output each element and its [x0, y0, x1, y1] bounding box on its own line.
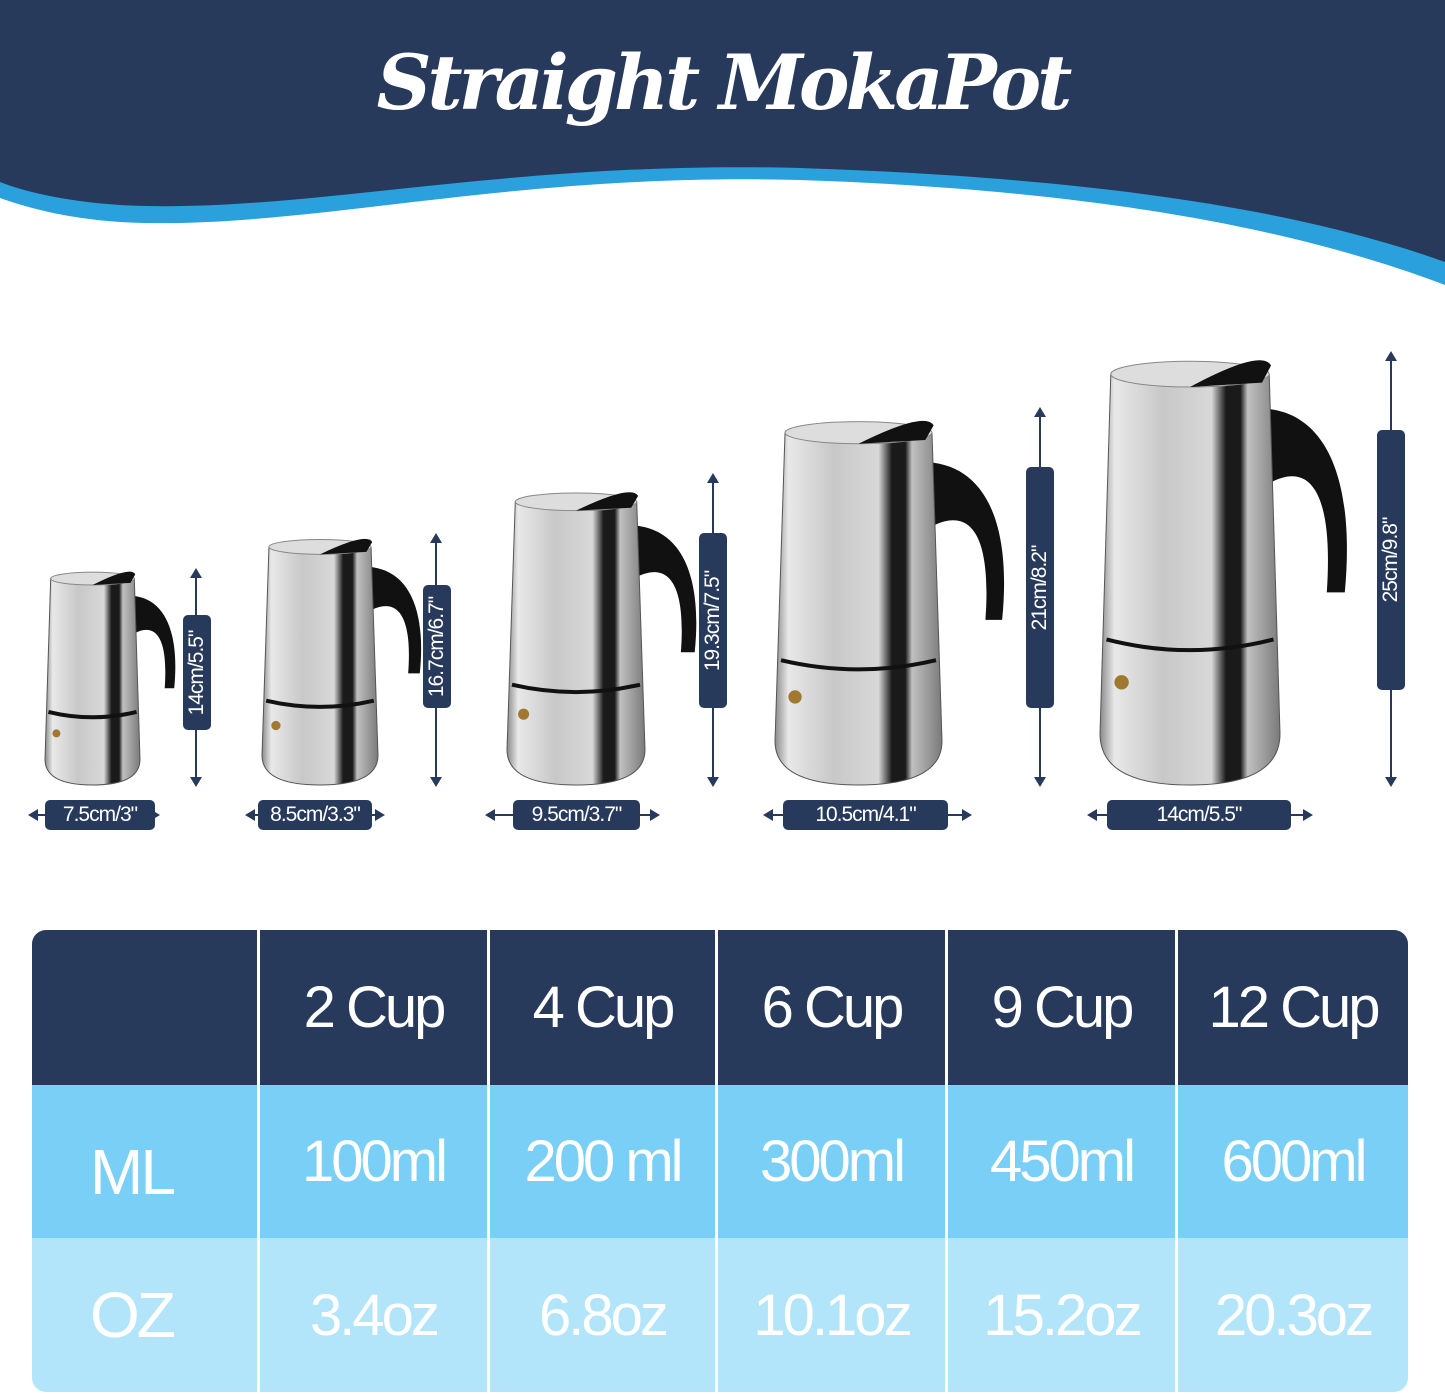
arrow-right-icon	[1303, 809, 1313, 821]
header-banner: Straight MokaPot	[0, 0, 1445, 300]
height-label-pill: 16.7cm/6.7"	[423, 585, 451, 708]
table-header-cell: 12 Cup	[1178, 930, 1408, 1085]
table-cell: 3.4oz	[260, 1238, 490, 1392]
pot-lid-knob	[858, 420, 934, 444]
width-label: 14cm/5.5"	[1107, 800, 1291, 830]
capacity-table: 2 Cup 4 Cup 6 Cup 9 Cup 12 Cup ML 100ml 200 ml 3…	[32, 930, 1408, 1392]
arrow-up-icon	[190, 568, 202, 578]
arrow-left-icon	[1087, 809, 1097, 821]
arrow-down-icon	[430, 777, 442, 787]
arrow-right-icon	[962, 809, 972, 821]
height-label-pill: 21cm/8.2"	[1026, 467, 1054, 708]
row-label: OZ	[32, 1238, 260, 1392]
pot-seam	[47, 709, 138, 720]
pot-body	[1099, 373, 1281, 786]
arrow-up-icon	[1385, 351, 1397, 361]
width-label: 7.5cm/3"	[45, 800, 155, 830]
pot-handle	[364, 566, 422, 674]
height-label: 14cm/5.5"	[185, 630, 208, 715]
pot-lid-knob	[576, 492, 639, 511]
table-cell: 200 ml	[490, 1085, 718, 1238]
table-cell: 450ml	[948, 1085, 1178, 1238]
page-title: Straight MokaPot	[376, 38, 1073, 127]
arrow-down-icon	[1385, 777, 1397, 787]
pot-seam	[780, 658, 937, 672]
arrow-left-icon	[245, 809, 255, 821]
arrow-up-icon	[430, 533, 442, 543]
height-label-pill: 14cm/5.5"	[183, 615, 211, 730]
pot-seam	[265, 698, 375, 709]
pot-lid-knob	[320, 538, 373, 555]
table-cell: 15.2oz	[948, 1238, 1178, 1392]
pot-body	[774, 432, 943, 786]
pot-lid-knob	[92, 571, 136, 586]
arrow-down-icon	[1034, 777, 1046, 787]
width-label: 8.5cm/3.3"	[258, 800, 372, 830]
height-label: 25cm/9.8"	[1379, 517, 1402, 603]
table-header-cell: 2 Cup	[260, 930, 490, 1085]
pot-handle	[921, 462, 1005, 620]
height-label: 19.3cm/7.5"	[701, 570, 724, 671]
table-cell: 100ml	[260, 1085, 490, 1238]
table-cell: 20.3oz	[1178, 1238, 1408, 1392]
width-label: 10.5cm/4.1"	[783, 800, 948, 830]
pot-handle	[1258, 408, 1347, 593]
pot-handle	[128, 595, 176, 689]
safety-valve-icon	[518, 708, 530, 720]
table-cell: 300ml	[718, 1085, 948, 1238]
arrow-up-icon	[707, 473, 719, 483]
table-cell: 600ml	[1178, 1085, 1408, 1238]
width-label: 9.5cm/3.7"	[513, 800, 640, 830]
height-label-pill: 19.3cm/7.5"	[699, 533, 727, 708]
pot-lid-knob	[1190, 360, 1271, 387]
pot-seam	[1105, 637, 1275, 653]
safety-valve-icon	[1114, 675, 1129, 690]
arrow-right-icon	[650, 809, 660, 821]
safety-valve-icon	[52, 729, 61, 738]
pots-drawing	[28, 351, 1397, 821]
height-label: 16.7cm/6.7"	[425, 596, 448, 697]
wave-background	[0, 0, 1445, 285]
arrow-down-icon	[707, 777, 719, 787]
row-label: ML	[32, 1085, 260, 1238]
pot-body	[44, 578, 141, 786]
arrow-left-icon	[485, 809, 495, 821]
table-header-cell: 4 Cup	[490, 930, 718, 1085]
arrow-down-icon	[190, 777, 202, 787]
pot-body	[506, 501, 646, 786]
height-label: 21cm/8.2"	[1028, 545, 1051, 630]
pot-body	[261, 546, 379, 786]
arrow-left-icon	[28, 809, 38, 821]
arrow-right-icon	[375, 809, 385, 821]
safety-valve-icon	[788, 690, 802, 704]
pot-handle	[628, 525, 697, 653]
table-header-cell	[32, 930, 260, 1085]
arrow-left-icon	[763, 809, 773, 821]
table-header-cell: 9 Cup	[948, 930, 1178, 1085]
safety-valve-icon	[271, 720, 281, 731]
pot-size-illustration: 7.5cm/3" 14cm/5.5" 8.5cm/3.3" 16.7cm/6.7" 9.…	[28, 351, 1405, 830]
table-header-cell: 6 Cup	[718, 930, 948, 1085]
table-cell: 6.8oz	[490, 1238, 718, 1392]
pot-seam	[511, 682, 641, 695]
height-label-pill: 25cm/9.8"	[1377, 430, 1405, 690]
arrow-up-icon	[1034, 407, 1046, 417]
table-cell: 10.1oz	[718, 1238, 948, 1392]
